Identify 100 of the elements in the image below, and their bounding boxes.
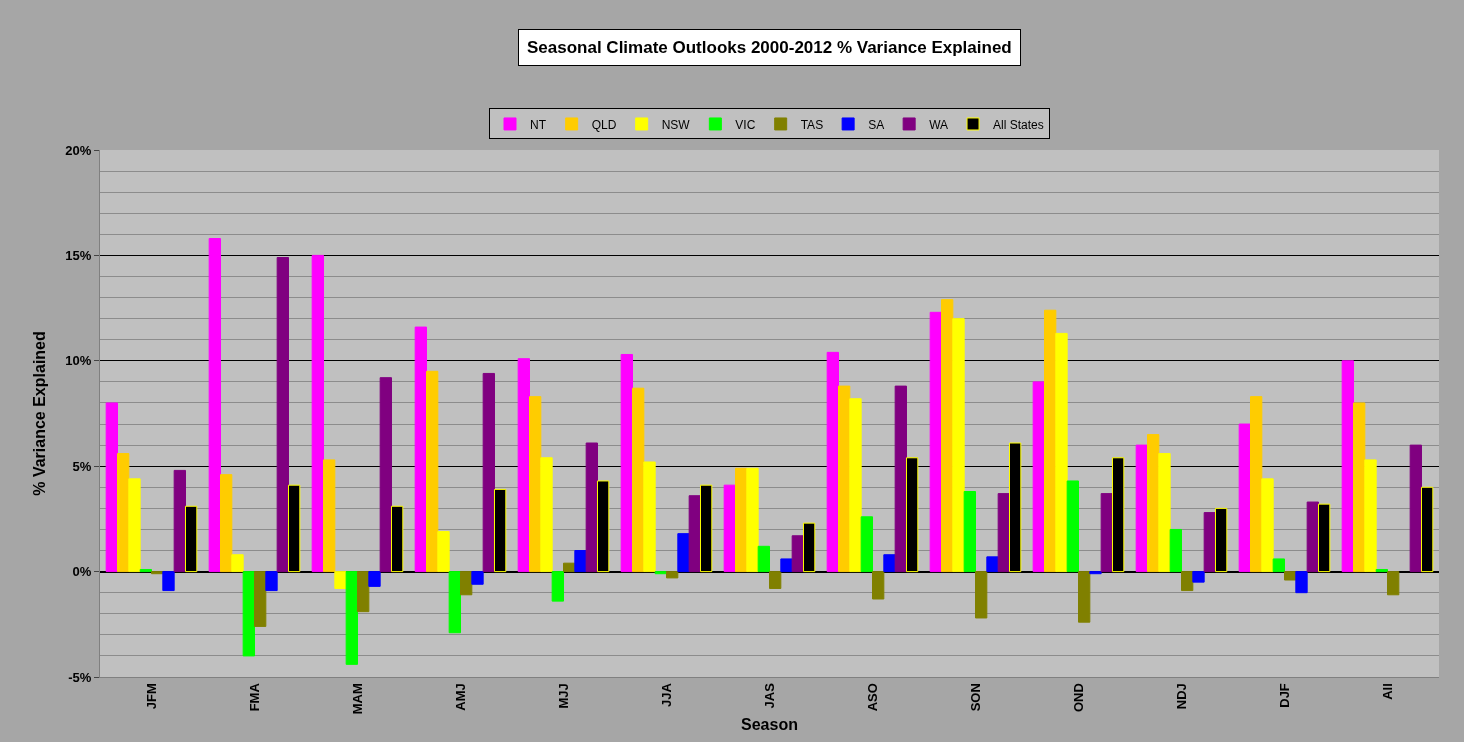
bar — [849, 398, 862, 573]
bar — [1066, 480, 1079, 573]
bar — [791, 535, 804, 573]
legend-label: NT — [530, 117, 547, 132]
bar — [585, 442, 598, 573]
bar — [517, 358, 531, 573]
x-axis-title: Season — [741, 715, 798, 733]
bar — [540, 457, 553, 573]
bar — [1055, 332, 1068, 573]
legend-label: NSW — [661, 117, 691, 132]
bar — [963, 491, 976, 573]
bar — [1044, 309, 1057, 573]
bar — [941, 299, 954, 573]
bar — [128, 478, 141, 573]
bar — [1147, 434, 1160, 573]
bar — [448, 571, 461, 634]
bar — [1306, 501, 1319, 573]
bar — [643, 461, 656, 573]
x-tick-label: MJJ — [555, 683, 571, 709]
y-axis-title: % Variance Explained — [31, 331, 49, 496]
bar — [208, 238, 222, 573]
x-tick-label: NDJ — [1173, 683, 1189, 710]
bar — [883, 554, 896, 573]
x-tick-label: DJF — [1276, 683, 1292, 708]
bar — [426, 370, 439, 573]
bar — [482, 372, 495, 573]
bar — [746, 467, 759, 573]
bar — [1375, 568, 1388, 573]
bar — [1169, 528, 1182, 573]
bar — [826, 351, 840, 573]
y-tick-label: 5% — [72, 458, 92, 474]
bar — [620, 353, 634, 573]
bar — [345, 571, 358, 665]
bar — [838, 385, 851, 573]
bar — [986, 556, 999, 573]
bar — [1089, 571, 1102, 575]
bar — [379, 377, 392, 573]
legend-label: All States — [993, 117, 1044, 132]
bar — [975, 571, 988, 619]
bar — [677, 533, 690, 573]
bar — [117, 453, 130, 573]
x-tick-label: All — [1379, 683, 1395, 700]
bar — [1192, 571, 1205, 583]
x-tick-label: MAM — [349, 683, 365, 715]
bar — [231, 554, 244, 573]
y-tick-label: 10% — [65, 353, 92, 369]
bar — [551, 571, 564, 602]
bar — [220, 474, 233, 573]
bar — [1250, 396, 1263, 573]
bar — [1238, 423, 1252, 573]
bar — [574, 550, 587, 573]
bar — [323, 459, 336, 573]
bar — [769, 571, 782, 589]
bar — [780, 558, 793, 573]
bar — [952, 318, 965, 573]
bar — [666, 571, 679, 579]
bar — [894, 385, 907, 573]
x-tick-label: SON — [967, 683, 983, 712]
bar — [1295, 571, 1308, 594]
x-tick-label: AMJ — [452, 683, 468, 711]
bar — [1272, 558, 1285, 573]
bar — [1181, 571, 1194, 592]
legend-label: VIC — [735, 117, 756, 132]
bar — [529, 396, 542, 573]
bar — [265, 571, 278, 592]
bar — [1135, 444, 1149, 573]
bar — [276, 257, 289, 573]
x-tick-label: OND — [1070, 683, 1086, 713]
bar — [437, 531, 450, 573]
bar — [1284, 571, 1297, 581]
bar — [334, 571, 347, 589]
bar — [1353, 402, 1366, 573]
bar — [632, 387, 645, 573]
bar — [368, 571, 381, 587]
bar — [162, 571, 175, 592]
bar — [1341, 360, 1355, 573]
x-tick-label: JJA — [658, 682, 674, 708]
bar — [242, 571, 255, 657]
legend-label: SA — [868, 117, 885, 132]
bar — [1364, 459, 1377, 573]
bar — [254, 571, 267, 627]
x-tick-label: FMA — [246, 682, 262, 712]
x-tick-label: JAS — [761, 682, 777, 709]
y-tick-label: 15% — [65, 247, 92, 263]
bar — [471, 571, 484, 585]
bar — [757, 545, 770, 573]
bar — [1409, 444, 1422, 573]
bar — [460, 571, 473, 596]
bar — [872, 571, 885, 600]
bar — [1387, 571, 1400, 596]
bar — [1158, 453, 1171, 573]
legend-label: TAS — [800, 117, 824, 132]
bar — [139, 568, 152, 573]
legend-label: WA — [929, 117, 949, 132]
y-tick-label: -5% — [68, 669, 92, 685]
bar — [105, 402, 119, 573]
bar — [357, 571, 370, 613]
bar — [860, 516, 873, 573]
y-tick-label: 0% — [72, 564, 92, 580]
bar — [1078, 571, 1091, 623]
